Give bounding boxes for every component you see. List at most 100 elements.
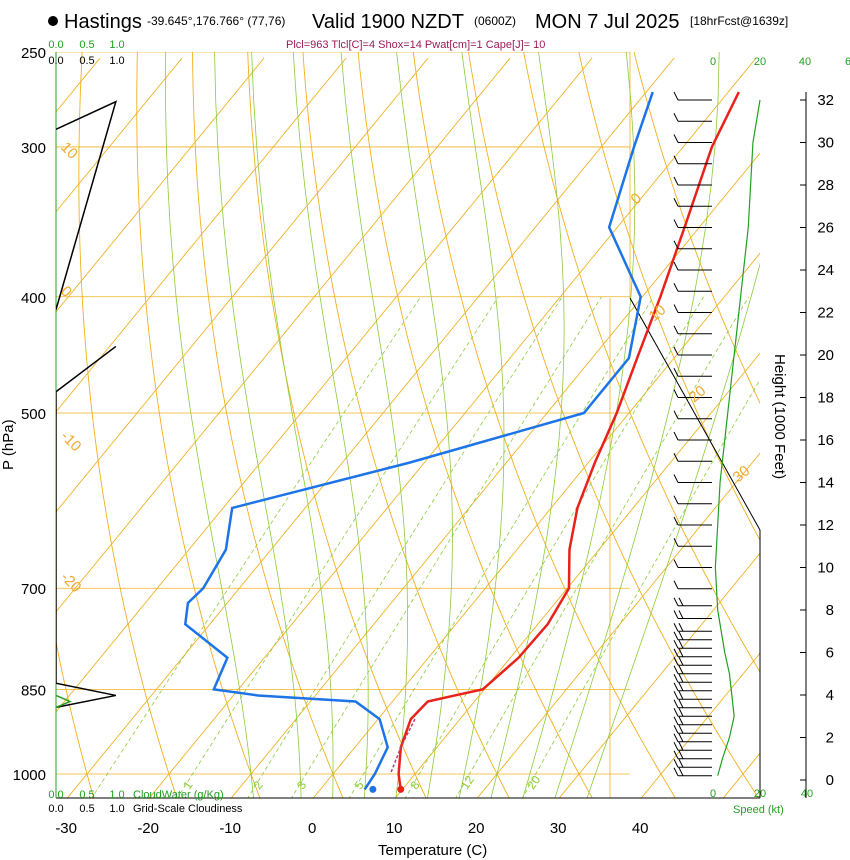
wind-barb-flag	[678, 674, 684, 683]
wind-barb-flag	[673, 495, 679, 504]
wind-barb-flag	[673, 597, 679, 606]
pressure-tick-label: 850	[21, 682, 46, 699]
cloudiness-line	[56, 682, 117, 709]
temperature-line	[397, 91, 740, 790]
mixing-ratio-line	[455, 296, 750, 798]
wind-speed-tick-label: 0	[710, 788, 716, 800]
x-tick-label: -30	[55, 820, 77, 837]
station-name: Hastings	[64, 11, 142, 33]
valid-time: Valid 1900 NZDT	[312, 11, 464, 33]
wind-barb	[673, 580, 712, 590]
cloudiness-line	[56, 345, 117, 684]
isotherm-line	[56, 57, 593, 713]
wind-barb-flag	[678, 597, 684, 606]
x-tick-label: 30	[550, 820, 567, 837]
wind-barb	[673, 410, 712, 420]
wind-barb-flag	[673, 219, 679, 228]
wind-barb	[673, 708, 712, 717]
height-tick-label: 8	[826, 602, 834, 619]
wind-barb-flag	[673, 325, 679, 334]
wind-barb	[673, 283, 712, 292]
wind-barb	[673, 453, 712, 462]
cloudiness-top-tick: 0.5	[79, 55, 94, 67]
height-tick-label: 22	[817, 305, 834, 322]
cloudiness-line	[56, 100, 118, 310]
mixing-ratio-label: 20	[524, 773, 543, 792]
cloud-water-bottom-tick: 0.0	[48, 789, 63, 801]
cloud-water-top-tick: 1.0	[109, 39, 124, 51]
station-coords: -39.645°,176.766° (77,76)	[147, 14, 285, 28]
tropopause-edge-line	[629, 297, 761, 531]
wind-barb	[673, 648, 712, 658]
x-tick-label: 20	[468, 820, 485, 837]
wind-barb	[673, 682, 712, 692]
wind-speed-label: Speed (kt)	[733, 804, 784, 816]
moist-adiabat-line	[251, 52, 334, 798]
dry-adiabat-line	[78, 52, 178, 798]
wind-speed-tick-label: 20	[754, 788, 766, 800]
wind-barb	[673, 767, 712, 777]
background-lines	[56, 52, 760, 798]
dry-adiabat-label: -20	[57, 569, 84, 596]
isotherm-line	[56, 57, 429, 513]
wind-barb-flag	[673, 665, 679, 674]
mixing-ratio-label: 12	[458, 773, 477, 792]
wind-barb-flag	[673, 240, 679, 249]
wind-barb-flag	[673, 657, 679, 666]
wind-barb-flag	[673, 674, 679, 683]
forecast-info: [18hrFcst@1639z]	[690, 14, 788, 28]
y-axis-title: P (hPa)	[0, 419, 17, 470]
dewpoint-surface-point	[369, 785, 377, 793]
wind-barb-flag	[673, 261, 679, 271]
height-tick-label: 0	[826, 772, 834, 789]
moist-adiabat-line	[554, 52, 720, 798]
wind-barb	[673, 699, 712, 709]
wind-barb	[673, 716, 712, 726]
wind-barb-flag	[678, 767, 684, 776]
x-tick-label: -20	[137, 820, 159, 837]
mixing-ratio-line	[247, 296, 563, 798]
height-tick-label: 14	[817, 475, 834, 492]
wind-barb	[673, 261, 712, 271]
wind-barb	[673, 674, 712, 683]
isotherm-label: 10	[646, 301, 670, 325]
wind-barb-flag	[673, 283, 679, 292]
wind-speed-tick-label: 40	[801, 788, 813, 800]
wind-barb-flag	[673, 725, 679, 734]
height-tick-label: 16	[817, 432, 834, 449]
cloud-water-bottom-tick: 1.0	[109, 789, 124, 801]
wind-barb-flag	[673, 453, 679, 462]
mixing-ratio-line	[348, 296, 654, 798]
wind-barb	[673, 750, 712, 760]
valid-date: MON 7 Jul 2025	[535, 11, 680, 33]
cloudiness-bottom-tick: 0.0	[48, 803, 63, 815]
wind-barb-flag	[678, 623, 684, 632]
wind-barb	[673, 597, 712, 607]
dry-adiabat-line	[523, 52, 760, 673]
wind-barb-flag	[673, 431, 679, 441]
pressure-tick-label: 1000	[13, 767, 46, 784]
mixing-ratio-line	[91, 296, 422, 798]
cloud-water-top-tick: 0.0	[48, 39, 63, 51]
wind-barb	[673, 474, 712, 483]
isotherm-line	[148, 57, 757, 798]
wind-barb-flag	[673, 610, 679, 619]
wind-barb-flag	[678, 640, 684, 649]
pressure-tick-label: 700	[21, 581, 46, 598]
dry-adiabat-label: 10	[57, 139, 81, 163]
wind-barb	[673, 759, 712, 768]
wind-barb	[673, 198, 712, 207]
moist-adiabat-line	[458, 52, 505, 798]
profiles	[56, 91, 740, 793]
height-tick-label: 26	[817, 220, 834, 237]
dry-adiabat-line	[302, 52, 510, 798]
wind-barb-flag	[673, 368, 679, 377]
mixing-ratio-line	[521, 378, 760, 798]
height-tick-label: 32	[817, 92, 834, 109]
wind-barb-flag	[673, 631, 679, 640]
moist-adiabat-line	[340, 52, 409, 798]
wind-barb-flag	[673, 716, 679, 725]
isotherm-line	[394, 352, 760, 798]
wind-barb-flag	[673, 134, 679, 143]
